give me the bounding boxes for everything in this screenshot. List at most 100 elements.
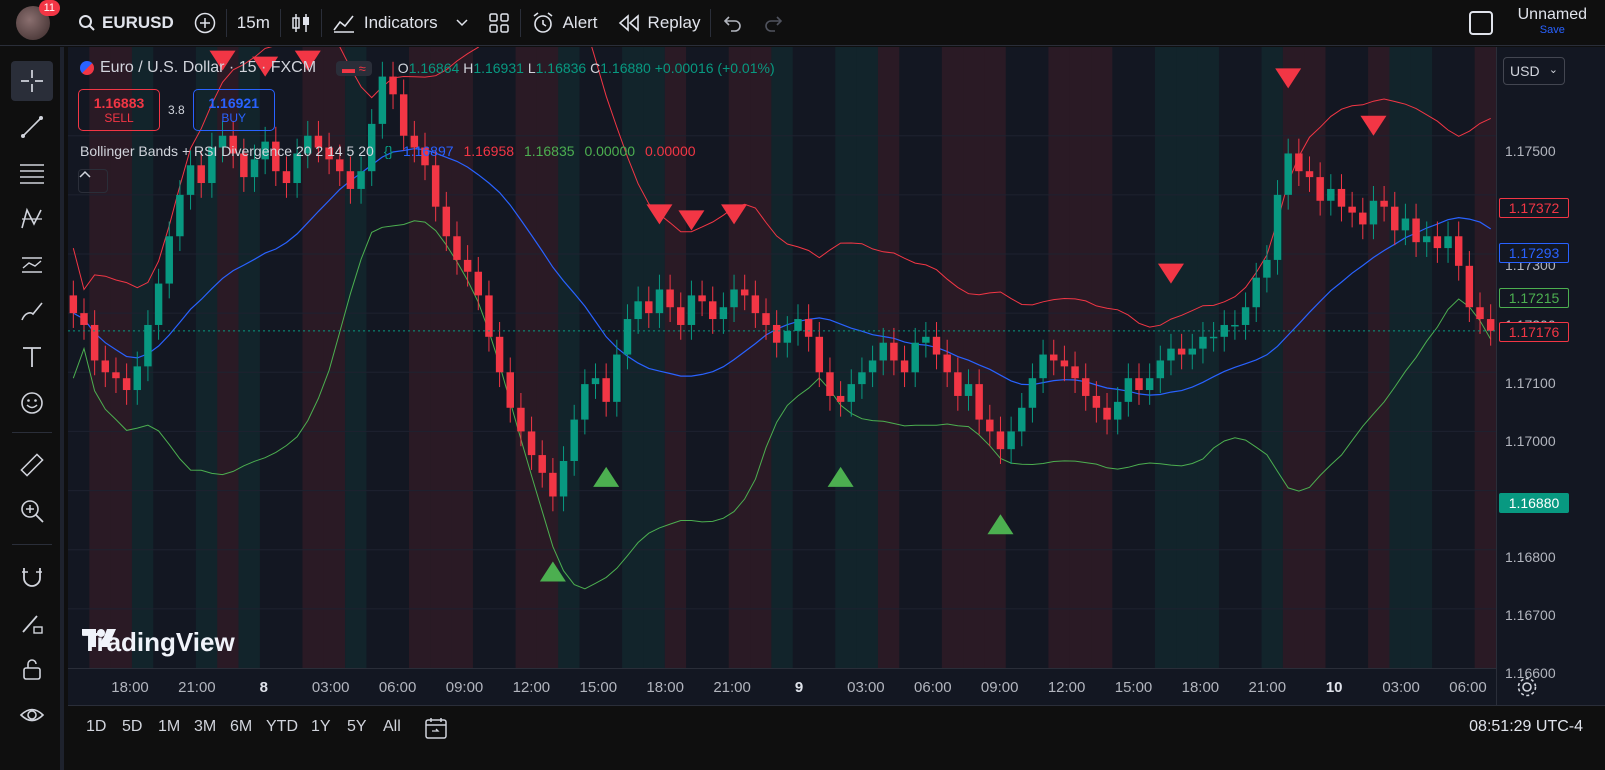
bearish-signal-marker	[252, 56, 279, 77]
replay-button[interactable]: Replay	[608, 0, 711, 46]
compare-symbol-button[interactable]	[184, 0, 226, 46]
emoji-tool[interactable]	[11, 383, 53, 423]
crosshair-tool[interactable]	[11, 61, 53, 101]
clock-timezone[interactable]: 08:51:29 UTC-4	[1469, 718, 1583, 735]
indicator-basis: 1.16897	[402, 143, 454, 159]
range-button[interactable]: 1D	[86, 718, 107, 735]
candle-body	[900, 360, 909, 373]
candle-body	[1199, 336, 1207, 349]
alert-button[interactable]: Alert	[521, 0, 608, 46]
candle-body	[421, 147, 429, 166]
candle-body	[399, 94, 408, 136]
trend-line-tool[interactable]	[11, 107, 53, 147]
session-stripe	[89, 47, 111, 668]
collapse-legend-button[interactable]	[78, 169, 108, 193]
settings-button[interactable]	[1516, 676, 1538, 703]
undo-button[interactable]	[711, 0, 753, 46]
candle-body	[1039, 354, 1047, 379]
session-stripe	[1154, 47, 1177, 668]
candle-body	[1081, 378, 1090, 396]
fib-tool[interactable]	[11, 153, 53, 193]
candle-body	[613, 354, 621, 402]
pattern-tool[interactable]	[11, 199, 53, 239]
candle-body	[176, 194, 184, 237]
range-button[interactable]: YTD	[266, 718, 298, 735]
range-button[interactable]: 3M	[194, 718, 217, 735]
time-label: 09:00	[445, 679, 484, 696]
magnet-tool[interactable]	[11, 557, 53, 597]
fullscreen-toggle[interactable]	[1469, 11, 1493, 35]
source-code-icon[interactable]: {}	[383, 143, 394, 159]
zoom-tool[interactable]	[11, 491, 53, 531]
eye-icon	[19, 708, 45, 722]
symbol-search-button[interactable]: EURUSD	[68, 0, 184, 46]
time-label: 03:00	[311, 679, 350, 696]
candle-body	[943, 354, 951, 373]
candle-body	[144, 324, 152, 367]
divider	[279, 8, 281, 37]
range-button[interactable]: 5Y	[347, 718, 367, 735]
trend-line-icon	[21, 116, 43, 138]
price-tag: 1.17293	[1499, 243, 1569, 263]
candle-body	[591, 378, 600, 385]
candle-body	[1007, 431, 1015, 450]
indicator-legend[interactable]: Bollinger Bands + RSI Divergence 20 2 14…	[80, 143, 696, 159]
price-chart[interactable]	[68, 47, 1496, 668]
brush-tool[interactable]	[11, 291, 53, 331]
candle-body	[559, 461, 568, 497]
range-button[interactable]: 1M	[158, 718, 181, 735]
time-axis[interactable]: 18:00 21:00 8 03:00 06:00 09:00 12:00 15:00 18:0…	[68, 668, 1496, 705]
lock-all-tool[interactable]	[11, 649, 53, 689]
measure-tool[interactable]	[11, 445, 53, 485]
session-stripe	[1261, 47, 1283, 668]
chevron-down-icon[interactable]	[456, 18, 468, 27]
goto-date-button[interactable]	[424, 716, 448, 745]
candle-body	[751, 295, 760, 314]
range-button[interactable]: 5D	[122, 718, 143, 735]
lock-drawing-tool[interactable]	[11, 603, 53, 643]
market-status-icon[interactable]: ▬ ≈	[336, 60, 372, 76]
chart-pane[interactable]: Euro / U.S. Dollar · 15 · FXCM ▬ ≈ O1.16…	[68, 47, 1605, 705]
candle-body	[1327, 188, 1335, 201]
currency-select[interactable]: USD ⌄	[1503, 57, 1565, 85]
range-button[interactable]: All	[383, 718, 401, 735]
session-stripe	[131, 47, 154, 668]
pattern-icon	[21, 207, 42, 229]
candle-body	[1316, 177, 1324, 201]
indicator-bear: 0.00000	[644, 143, 696, 159]
text-tool[interactable]	[11, 337, 53, 377]
time-label: 18:00	[111, 679, 149, 696]
avatar[interactable]: 11	[16, 0, 60, 40]
time-label: 06:00	[1449, 679, 1487, 696]
chart-type-button[interactable]	[281, 0, 321, 46]
candle-body	[474, 271, 483, 296]
grid-icon	[488, 12, 509, 33]
range-button[interactable]: 6M	[230, 718, 253, 735]
sell-button[interactable]: 1.16883 SELL	[78, 89, 160, 131]
price-tag: 1.17372	[1499, 198, 1569, 218]
session-stripe	[1091, 47, 1113, 668]
symbol-legend: Euro / U.S. Dollar · 15 · FXCM ▬ ≈ O1.16…	[80, 59, 775, 77]
forecasting-tool[interactable]	[11, 245, 53, 285]
candle-body	[154, 283, 163, 325]
range-button[interactable]: 1Y	[311, 718, 331, 735]
zoom-in-icon	[21, 500, 44, 523]
redo-button[interactable]	[753, 0, 795, 46]
layouts-button[interactable]	[478, 0, 520, 46]
candle-body	[1241, 307, 1250, 325]
ohlc-values: O1.16864 H1.16931 L1.16836 C1.16880 +0.0…	[397, 60, 775, 76]
buy-button[interactable]: 1.16921 BUY	[192, 89, 275, 131]
session-stripe	[984, 47, 1006, 668]
layout-name-button[interactable]: Unnamed Save	[1518, 6, 1587, 36]
hide-drawings-tool[interactable]	[11, 695, 53, 735]
session-stripe	[1176, 47, 1198, 668]
price-scale[interactable]: USD ⌄ 1.175001.173001.172001.171001.1700…	[1496, 47, 1605, 705]
indicators-button[interactable]: Indicators	[322, 0, 478, 46]
candle-body	[996, 431, 1005, 450]
interval-button[interactable]: 15m	[227, 0, 280, 46]
session-stripe	[558, 47, 580, 668]
calendar-icon	[425, 718, 447, 739]
indicator-bull: 0.00000	[584, 143, 636, 159]
candle-body	[261, 141, 269, 160]
replay-label: Replay	[647, 12, 701, 32]
